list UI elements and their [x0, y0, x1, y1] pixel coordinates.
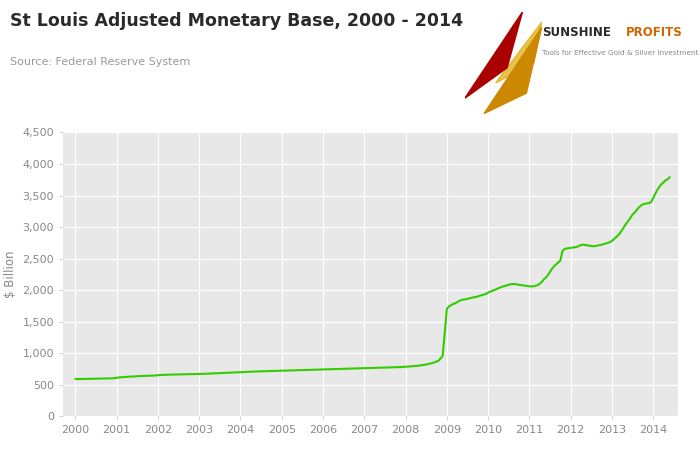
Polygon shape [496, 22, 542, 83]
Text: PROFITS: PROFITS [626, 26, 682, 39]
Y-axis label: $ Billion: $ Billion [3, 251, 17, 298]
Text: SUNSHINE: SUNSHINE [542, 26, 612, 39]
Text: St Louis Adjusted Monetary Base, 2000 - 2014: St Louis Adjusted Monetary Base, 2000 - … [10, 12, 463, 30]
Text: Tools for Effective Gold & Silver Investments: Tools for Effective Gold & Silver Invest… [542, 50, 699, 56]
Polygon shape [484, 27, 542, 114]
Polygon shape [465, 12, 523, 98]
Text: Source: Federal Reserve System: Source: Federal Reserve System [10, 57, 191, 67]
